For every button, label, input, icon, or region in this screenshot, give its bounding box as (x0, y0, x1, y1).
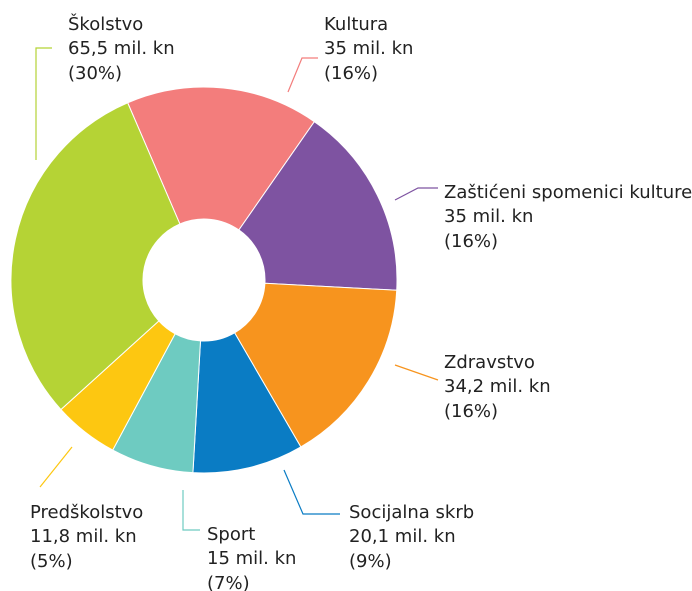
value-label: 65,5 mil. kn (68, 38, 175, 59)
value-label: 35 mil. kn (444, 206, 533, 227)
percentage-label: (7%) (207, 573, 250, 591)
value-label: 20,1 mil. kn (349, 526, 456, 547)
percentage-label: (5%) (30, 551, 73, 572)
percentage-label: (16%) (444, 401, 498, 422)
slice (10, 102, 181, 411)
percentage-label: (16%) (444, 231, 498, 252)
slice-label: Zaštićeni spomenici kulture (444, 182, 692, 203)
slice-label: Sport (207, 524, 255, 545)
slice-label: Zdravstvo (444, 352, 535, 373)
leader-line (394, 187, 438, 201)
leader-line (182, 490, 200, 531)
value-label: 11,8 mil. kn (30, 526, 137, 547)
percentage-label: (9%) (349, 551, 392, 572)
slice (233, 282, 398, 448)
slice (127, 86, 316, 231)
percentage-label: (16%) (324, 63, 378, 84)
slice (238, 120, 398, 291)
leader-line (35, 47, 52, 160)
value-label: 34,2 mil. kn (444, 376, 551, 397)
slice-label: Školstvo (68, 13, 143, 35)
slice-label: Socijalna skrb (349, 502, 474, 523)
value-label: 35 mil. kn (324, 38, 413, 59)
leader-line (287, 57, 318, 93)
slice-label: Kultura (324, 14, 388, 35)
leader-line (394, 364, 439, 381)
value-label: 15 mil. kn (207, 548, 296, 569)
leader-line (283, 469, 340, 515)
leader-line (39, 446, 73, 488)
slice-label: Predškolstvo (30, 502, 143, 523)
percentage-label: (30%) (68, 63, 122, 84)
